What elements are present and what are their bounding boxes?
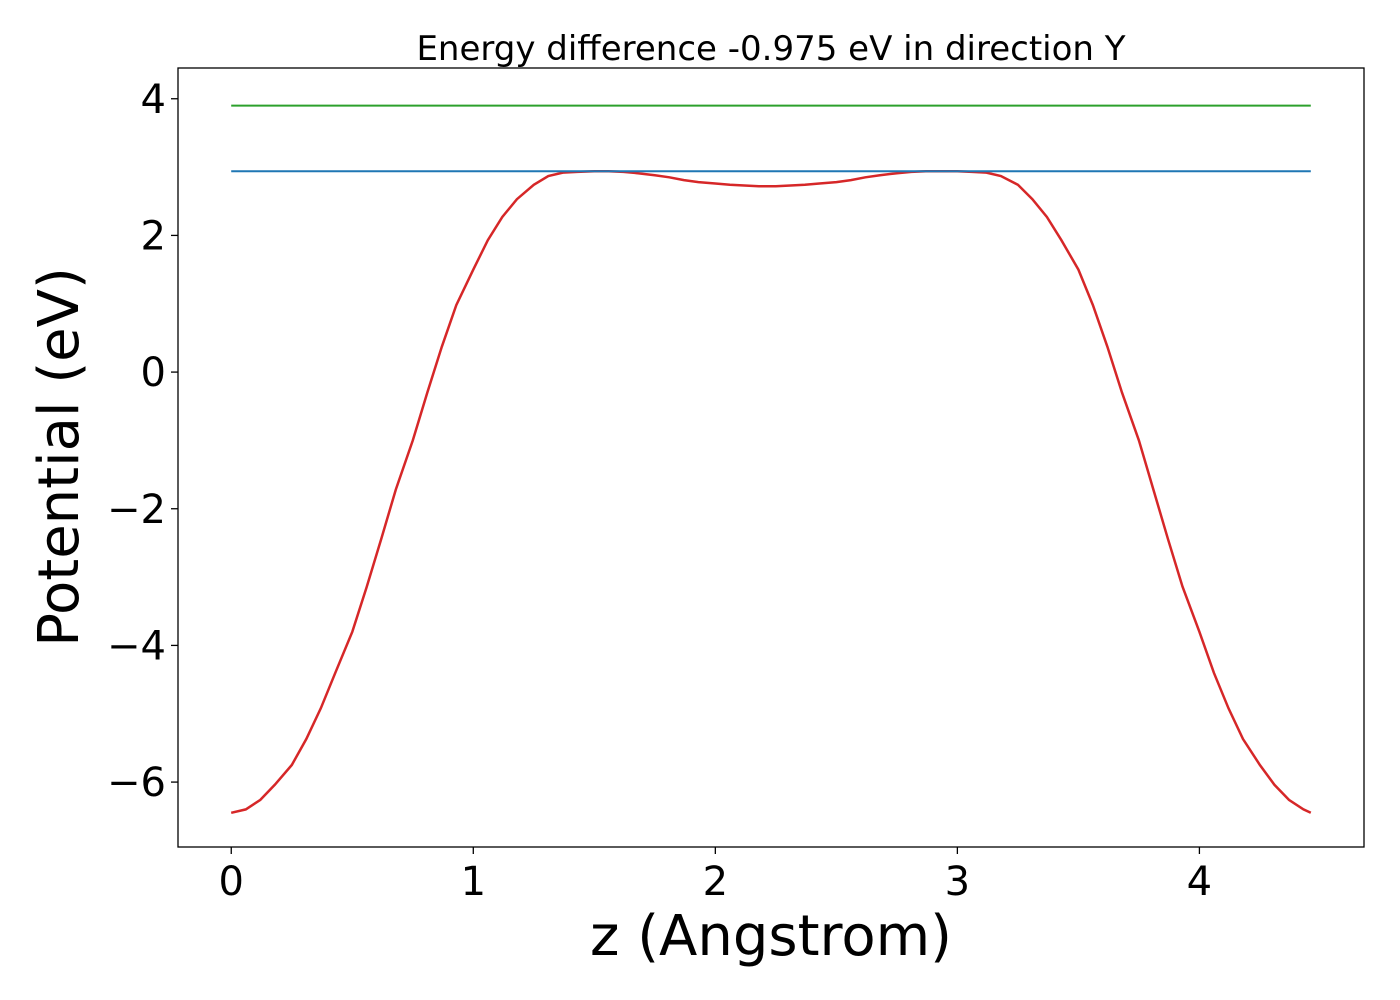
y-axis-label: Potential (eV) [27, 267, 92, 647]
x-tick-label: 4 [1187, 859, 1212, 905]
potential-curve [230, 169, 1312, 815]
plot-frame [177, 67, 1365, 848]
x-tick-label: 1 [461, 859, 486, 905]
x-axis-label: z (Angstrom) [590, 904, 952, 969]
y-tick-label: 4 [141, 77, 166, 123]
y-tick-label: 0 [141, 350, 166, 396]
y-tick-label: −4 [107, 623, 166, 669]
y-tick-label: −6 [107, 760, 166, 806]
chart-title: Energy difference -0.975 eV in direction… [416, 29, 1125, 69]
x-tick-label: 2 [703, 859, 728, 905]
y-tick-label: 2 [141, 213, 166, 259]
x-tick-label: 0 [219, 859, 244, 905]
x-tick-label: 3 [945, 859, 970, 905]
x-axis: 0 1 2 3 4 [219, 847, 1212, 905]
plot-area [230, 104, 1312, 815]
y-axis: −6 −4 −2 0 2 4 [107, 77, 178, 806]
y-tick-label: −2 [107, 487, 166, 533]
